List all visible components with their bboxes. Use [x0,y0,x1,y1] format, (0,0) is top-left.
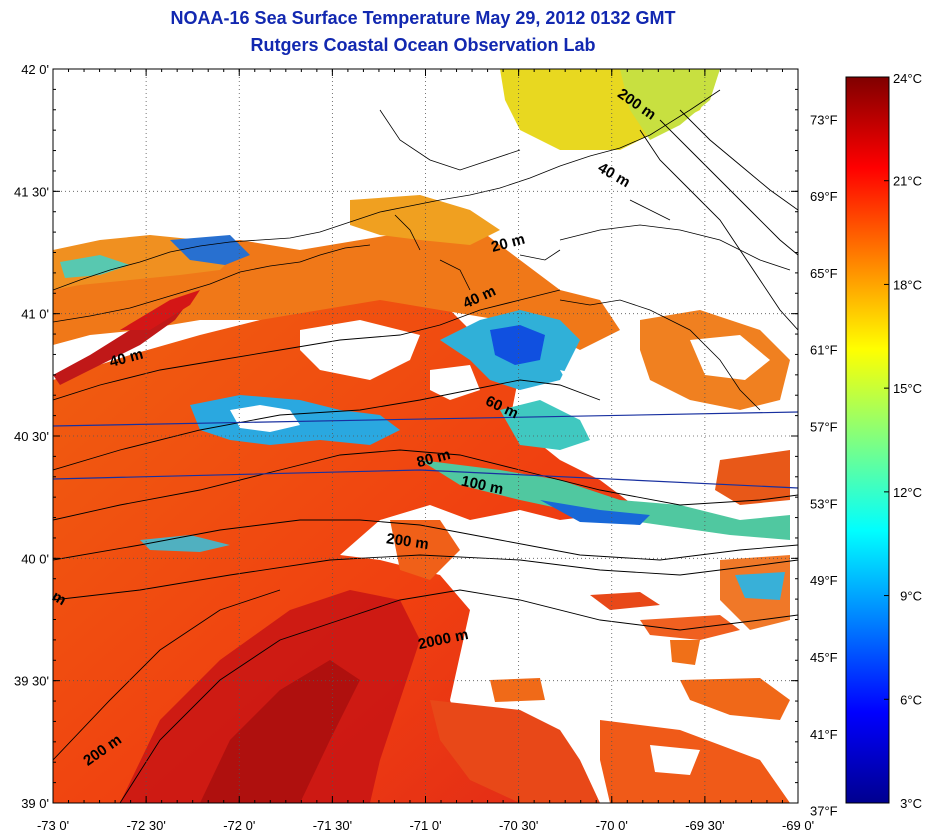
longitude-tick-label: -71 30' [313,818,352,833]
coastline [53,89,791,411]
celsius-label: 9°C [900,589,922,604]
longitude-ticks: -73 0' -72 30' -72 0' -71 30' -71 0' -70 30' -… [37,69,814,833]
fahrenheit-label: 73°F [810,112,838,127]
latitude-tick-label: 40 30' [14,429,49,444]
fahrenheit-label: 53°F [810,496,838,511]
celsius-labels: 24°C 21°C 18°C 15°C 12°C 9°C 6°C 3°C [884,71,922,811]
fahrenheit-label: 65°F [810,266,838,281]
latitude-ticks: 42 0' 41 30' 41 0' 40 30' 40 0' 39 30' 39 0' [14,62,798,811]
longitude-tick-label: -70 0' [596,818,628,833]
contour-label: 200 m [385,530,429,553]
latitude-tick-label: 39 30' [14,674,49,689]
latitude-tick-label: 40 0' [21,551,49,566]
bathymetry-contours [53,109,798,803]
longitude-tick-label: -69 0' [782,818,814,833]
fahrenheit-label: 41°F [810,727,838,742]
lat-lon-grid [53,69,798,803]
celsius-label: 21°C [893,174,922,189]
fahrenheit-label: 69°F [810,189,838,204]
celsius-label: 15°C [893,381,922,396]
latitude-tick-label: 41 0' [21,307,49,322]
longitude-tick-label: -72 0' [223,818,255,833]
celsius-label: 12°C [893,485,922,500]
longitude-tick-label: -70 30' [499,818,538,833]
longitude-tick-label: -69 30' [685,818,724,833]
map-subtitle: Rutgers Coastal Ocean Observation Lab [250,35,596,55]
longitude-tick-label: -73 0' [37,818,69,833]
dark-red-core [120,590,420,803]
fahrenheit-label: 49°F [810,573,838,588]
track-lines [52,411,799,489]
fahrenheit-label: 37°F [810,804,838,819]
latitude-tick-label: 42 0' [21,62,49,77]
fahrenheit-label: 45°F [810,650,838,665]
colorbar-gradient [845,76,890,804]
celsius-label: 18°C [893,277,922,292]
map-title: NOAA-16 Sea Surface Temperature May 29, … [170,8,676,28]
fahrenheit-label: 61°F [810,343,838,358]
latitude-tick-label: 41 30' [14,184,49,199]
longitude-tick-label: -71 0' [409,818,441,833]
fahrenheit-label: 57°F [810,420,838,435]
celsius-label: 24°C [893,71,922,86]
fahrenheit-axis: 73°F 69°F 65°F 61°F 57°F 53°F 49°F 45°F 41°F 37°F [810,112,838,818]
longitude-tick-label: -72 30' [126,818,165,833]
latitude-tick-label: 39 0' [21,796,49,811]
celsius-label: 3°C [900,796,922,811]
celsius-label: 6°C [900,692,922,707]
